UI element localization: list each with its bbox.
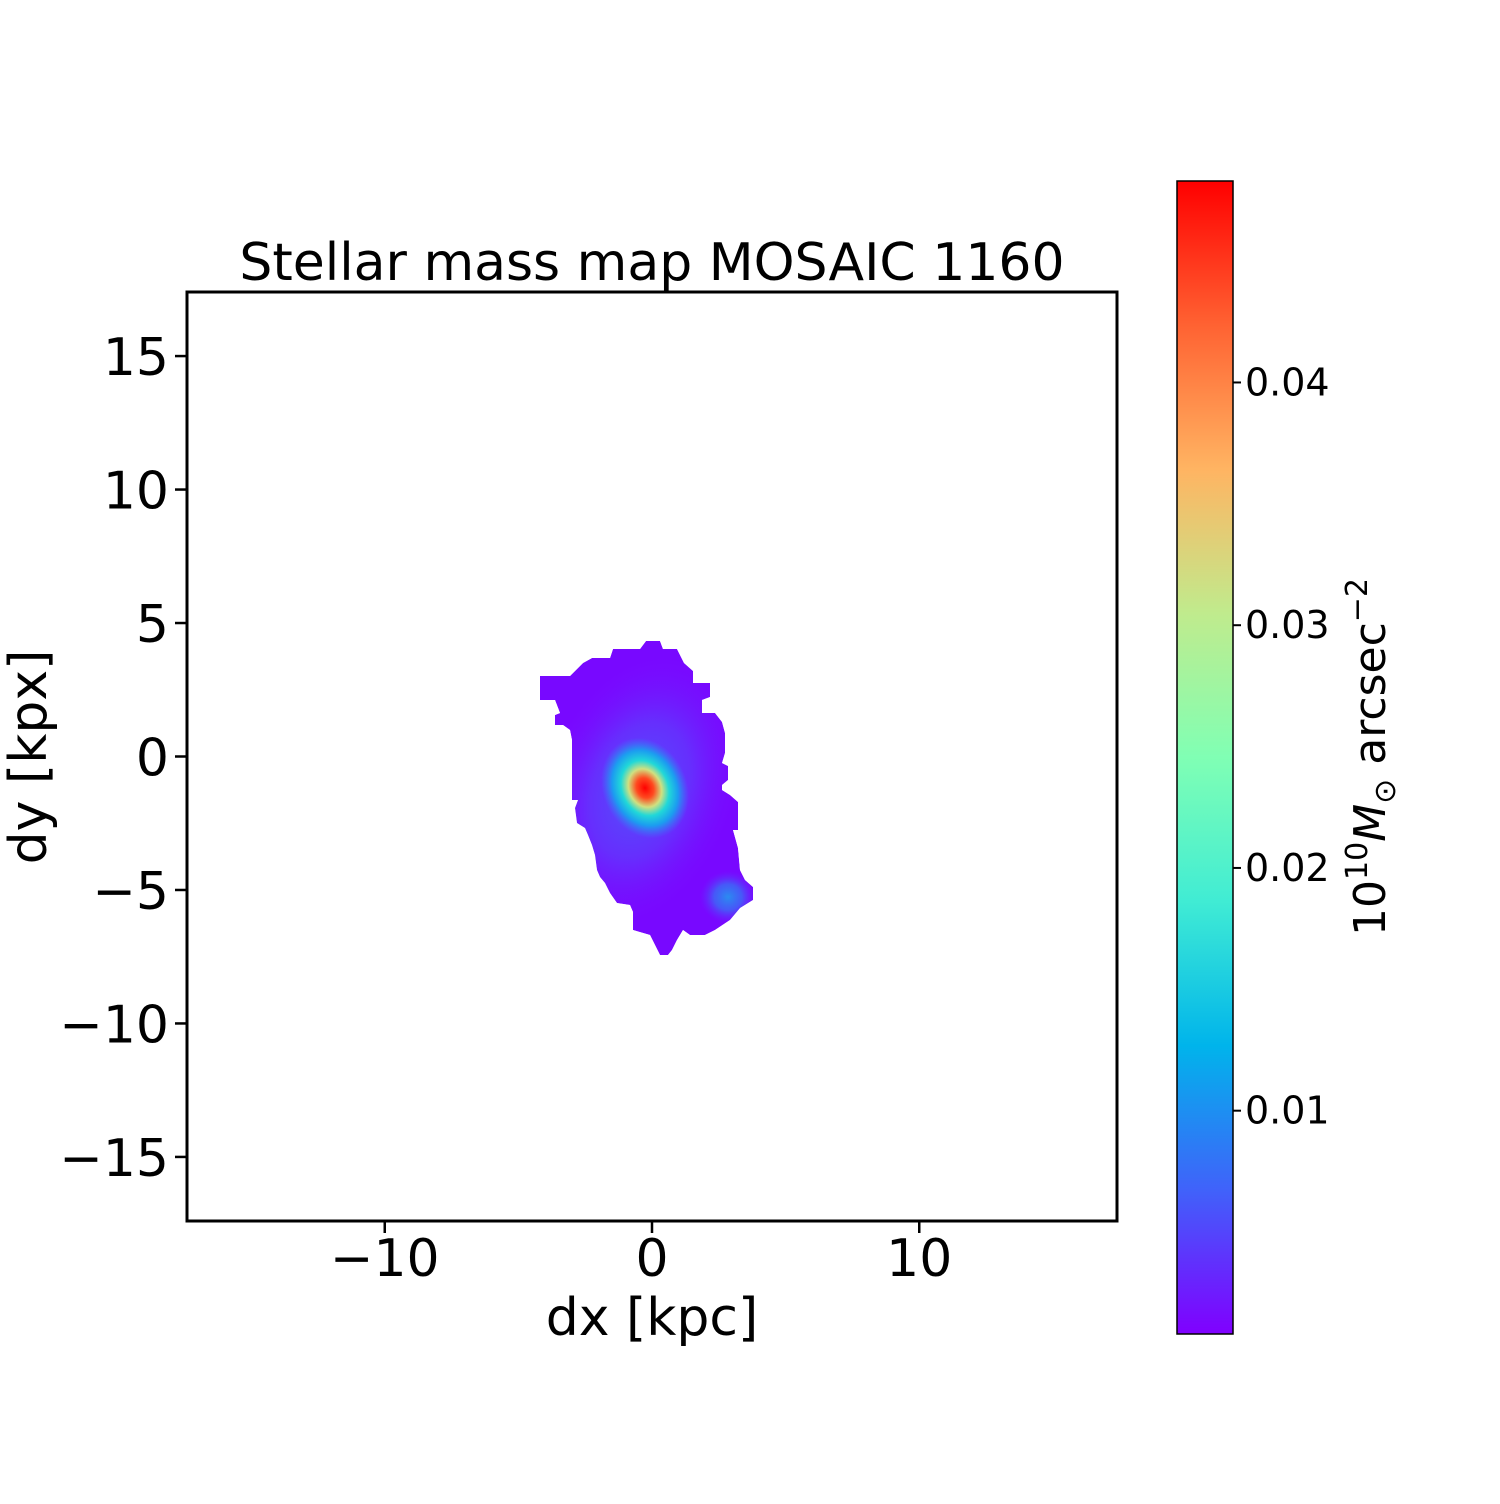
colorbar-label: 1010M⊙ arcsec−2 [1340, 578, 1403, 936]
y-tick-label: −15 [59, 1129, 169, 1189]
stellar-mass-image [540, 641, 753, 955]
x-tick-label: 10 [886, 1229, 952, 1289]
chart-title: Stellar mass map MOSAIC 1160 [239, 233, 1064, 293]
y-tick-label: 15 [103, 328, 169, 388]
colorbar-tick-label: 0.01 [1245, 1089, 1330, 1133]
x-axis-label: dx [kpc] [546, 1288, 759, 1348]
y-tick-label: 0 [136, 729, 169, 789]
x-tick-label: 0 [635, 1229, 668, 1289]
x-tick-label: −10 [330, 1229, 440, 1289]
colorbar [1176, 180, 1234, 1335]
colorbar-tick-label: 0.04 [1245, 360, 1330, 404]
y-tick-label: −10 [59, 995, 169, 1055]
galaxy-core [601, 737, 689, 839]
y-axis-label: dy [kpx] [0, 650, 59, 865]
y-tick-label: 5 [136, 595, 169, 655]
y-tick-label: 10 [103, 462, 169, 522]
colorbar-tick-label: 0.02 [1245, 846, 1330, 890]
colorbar-tick-label: 0.03 [1245, 603, 1330, 647]
y-tick-label: −5 [92, 862, 169, 922]
galaxy-knot [700, 871, 753, 923]
